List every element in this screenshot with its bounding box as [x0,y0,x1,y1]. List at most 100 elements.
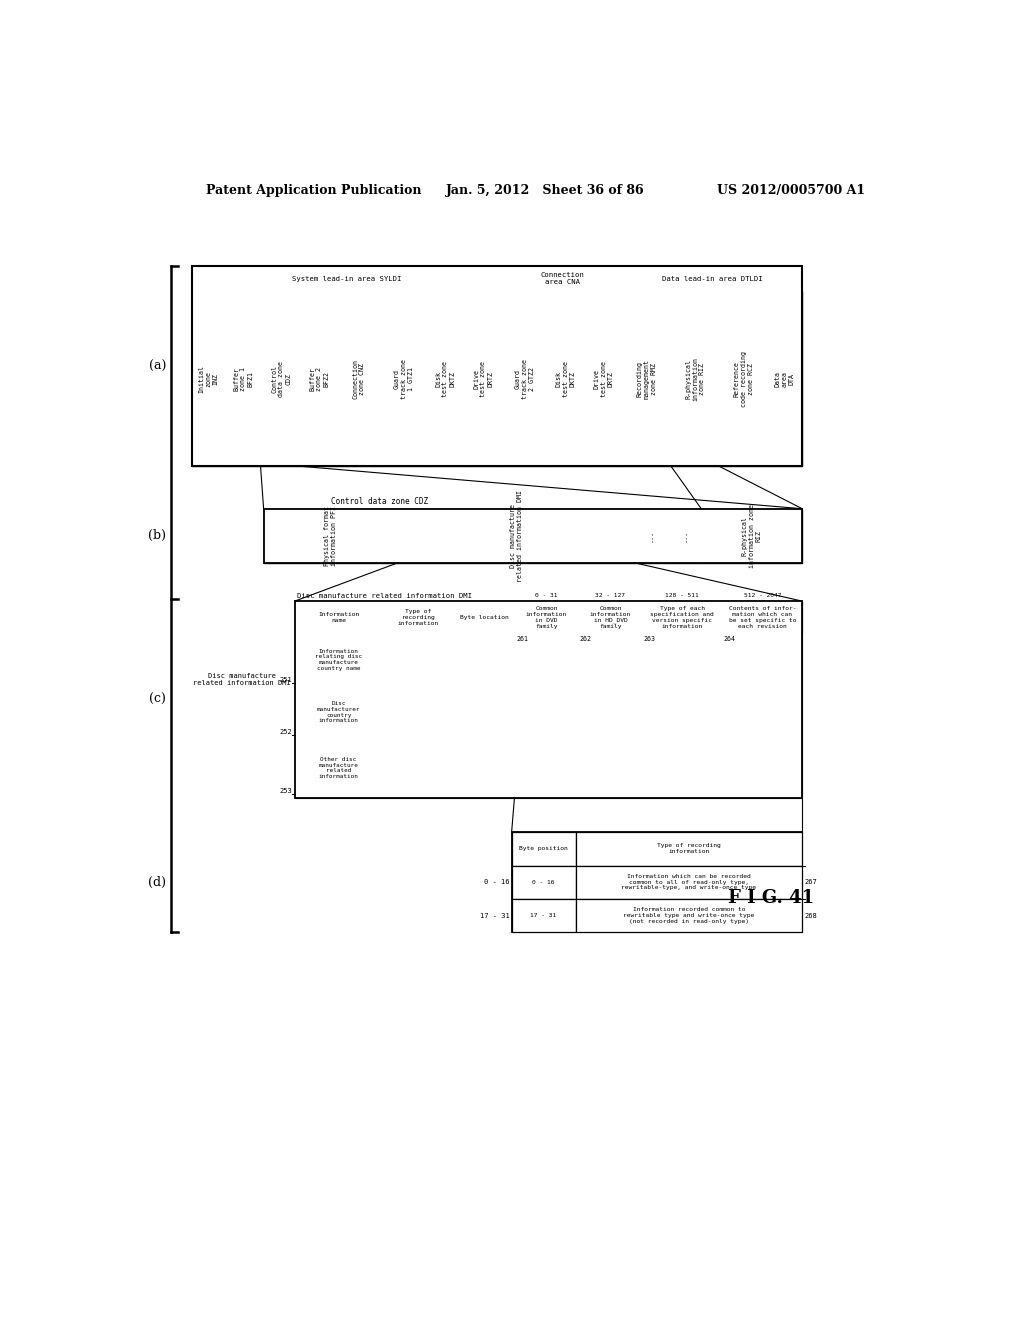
Bar [514,634,579,686]
Text: 512 - 2047: 512 - 2047 [743,593,781,598]
Bar [579,738,642,797]
Bar [579,686,642,738]
Text: Jan. 5, 2012   Sheet 36 of 86: Jan. 5, 2012 Sheet 36 of 86 [445,185,644,197]
Text: Byte position: Byte position [519,846,568,851]
Bar [634,508,668,562]
Bar [191,267,802,466]
Bar [701,508,802,562]
Bar [768,290,802,466]
Bar [455,738,514,797]
Text: 268: 268 [805,912,817,919]
Text: Recording
management
zone RMZ: Recording management zone RMZ [637,359,657,399]
Text: Disk
test zone
DKTZ: Disk test zone DKTZ [435,360,455,396]
Bar [575,866,802,899]
Bar [502,290,547,466]
Bar [295,601,802,797]
Bar [295,634,383,686]
Text: Common
information
in HD_DVD
family: Common information in HD_DVD family [590,606,631,628]
Text: ...: ... [681,529,687,541]
Text: 264: 264 [724,636,736,642]
Text: Disk
test zone
DKTZ: Disk test zone DKTZ [556,360,575,396]
Text: (a): (a) [148,360,166,372]
Text: 267: 267 [805,879,817,886]
Text: 0 - 16: 0 - 16 [483,879,509,886]
Text: Control data zone CDZ: Control data zone CDZ [331,498,428,507]
Text: Data lead-in area DTLDI: Data lead-in area DTLDI [663,276,763,281]
Text: Physical format
information PFI: Physical format information PFI [325,506,338,566]
Text: Connection
zone CNZ: Connection zone CNZ [352,359,366,399]
Text: 32 - 127: 32 - 127 [595,593,626,598]
Bar [295,686,383,738]
Text: Buffer
zone 1
BFZ1: Buffer zone 1 BFZ1 [233,367,253,391]
Text: Byte location: Byte location [460,615,509,620]
Bar [302,290,337,466]
Bar [579,634,642,686]
Text: Patent Application Publication: Patent Application Publication [206,185,421,197]
Text: Disc
manufacturer
country
information: Disc manufacturer country information [316,701,360,723]
Text: Contents of infor-
mation which can
be set specific to
each revision: Contents of infor- mation which can be s… [728,606,796,628]
Bar [512,866,575,899]
Bar [455,686,514,738]
Text: (d): (d) [148,875,166,888]
Bar [642,686,722,738]
Bar [398,508,634,562]
Text: F I G. 41: F I G. 41 [728,888,814,907]
Text: Information recorded common to
rewritable type and write-once type
(not recorded: Information recorded common to rewritabl… [624,907,755,924]
Text: System lead-in area SYLDI: System lead-in area SYLDI [292,276,401,281]
Bar [514,686,579,738]
Text: Buffer
zone 2
BFZ2: Buffer zone 2 BFZ2 [309,367,329,391]
Bar [642,738,722,797]
Bar [722,634,802,686]
Bar [191,290,226,466]
Bar [455,634,514,686]
Text: 252: 252 [280,730,292,735]
Text: Reference
code recording
zone RCZ: Reference code recording zone RCZ [733,351,754,407]
Bar [295,601,383,634]
Text: Common
information
in DVD
family: Common information in DVD family [525,606,567,628]
Bar [668,508,701,562]
Bar [514,601,579,634]
Bar [383,686,455,738]
Bar [383,601,455,634]
Bar [720,290,768,466]
Text: Data
area
DTA: Data area DTA [775,371,795,387]
Bar [579,601,642,634]
Bar [295,738,383,797]
Text: 261: 261 [516,636,528,642]
Bar [623,290,671,466]
Text: 128 - 511: 128 - 511 [666,593,699,598]
Bar [623,267,802,290]
Text: 17 - 31: 17 - 31 [530,913,557,919]
Bar [502,267,623,290]
Text: Guard
track zone
1 GTZ1: Guard track zone 1 GTZ1 [394,359,414,399]
Text: 262: 262 [580,636,592,642]
Text: Connection
area CNA: Connection area CNA [541,272,585,285]
Text: Guard
track zone
2 GTZ2: Guard track zone 2 GTZ2 [514,359,535,399]
Text: 263: 263 [644,636,656,642]
Text: R-physical
information zone
RIZ: R-physical information zone RIZ [741,504,762,568]
Bar [575,899,802,932]
Bar [191,267,502,290]
Text: Type of
recording
information: Type of recording information [398,609,439,626]
Text: Type of recording
information: Type of recording information [657,843,721,854]
Text: Drive
test zone
DRTZ: Drive test zone DRTZ [594,360,613,396]
Bar [512,832,575,866]
Text: R-physical
information
zone RIZ: R-physical information zone RIZ [685,356,706,401]
Bar [547,290,585,466]
Bar [383,738,455,797]
Bar [722,686,802,738]
Bar [514,738,579,797]
Text: (c): (c) [150,693,166,706]
Bar [512,832,802,932]
Bar [260,290,302,466]
Text: ...: ... [648,529,653,541]
Text: US 2012/0005700 A1: US 2012/0005700 A1 [717,185,865,197]
Text: 0 - 31: 0 - 31 [536,593,558,598]
Bar [337,290,381,466]
Text: 17 - 31: 17 - 31 [479,912,509,919]
Bar [512,899,575,932]
Text: Other disc
manufacture
related
information: Other disc manufacture related informati… [318,756,358,779]
Text: Drive
test zone
DRTZ: Drive test zone DRTZ [473,360,494,396]
Text: Initial
zone
INZ: Initial zone INZ [199,364,219,392]
Bar [263,508,802,562]
